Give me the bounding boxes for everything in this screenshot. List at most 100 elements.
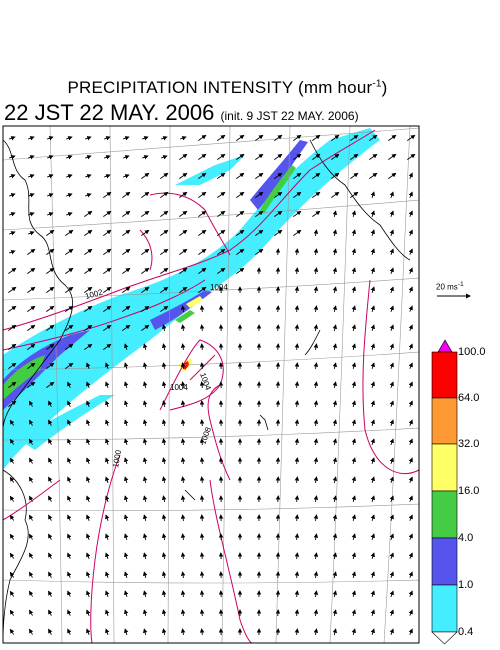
wind-vector [351,609,357,617]
wind-vector [86,514,91,521]
precip-band [3,128,380,470]
wind-vector [180,609,186,617]
wind-vector [370,457,375,464]
colorbar-label: 64.0 [458,392,480,404]
wind-vector [65,305,74,312]
wind-vector [48,476,53,483]
wind-vector [389,609,394,616]
wind-vector [123,155,130,160]
reference-vector-text: 20 ms [436,282,458,292]
wind-vector [105,533,110,540]
wind-vector [160,248,169,255]
wind-vector [161,533,167,541]
wind-vector [408,229,413,236]
wind-vector [103,191,112,198]
colorbar-bin [431,443,458,492]
wind-vector [161,476,167,484]
wind-vector [351,229,357,237]
wind-vector [274,153,283,160]
wind-vector [408,305,413,312]
wind-vector [294,571,300,579]
wind-vector [84,324,93,331]
wind-vector [142,343,148,351]
wind-vector [199,628,205,636]
wind-vector [389,590,394,597]
wind-vector [180,628,186,636]
wind-vector [350,153,359,160]
wind-vector [274,229,283,236]
wind-vector [313,343,319,351]
wind-vector [161,381,167,389]
wind-vector [9,495,15,502]
colorbar-bin [431,490,458,539]
colorbar-label: 32.0 [458,438,480,450]
wind-vector [389,400,394,407]
wind-vector [142,552,148,560]
wind-vector [105,362,110,369]
wind-vector [332,324,338,332]
wind-vector [84,267,93,274]
wind-vector [48,609,53,616]
wind-vector [408,324,413,331]
wind-vector [161,514,167,522]
wind-vector [9,476,15,483]
wind-vector [198,210,207,217]
wind-vector [105,552,110,559]
wind-vector [332,381,338,389]
wind-vector [351,438,357,446]
wind-vector [370,305,375,312]
pressure-label: 1004 [210,283,228,292]
wind-vector [217,172,226,179]
wind-vector [293,229,302,236]
wind-vector [351,457,357,465]
colorbar-bin [431,537,458,586]
wind-vector [27,286,36,293]
wind-vector [47,212,54,217]
wind-vector [67,381,72,388]
wind-vector [67,571,72,578]
wind-vector [48,400,53,407]
wind-vector [408,476,413,483]
wind-vector [255,248,264,255]
wind-vector [105,571,110,578]
wind-vector [27,362,36,369]
wind-vector [86,419,91,426]
wind-vector [46,362,55,369]
wind-vector [180,305,186,313]
wind-vector [331,134,340,141]
wind-vector [236,248,245,255]
wind-vector [160,305,169,312]
wind-vector [179,172,188,179]
wind-vector [370,248,375,255]
wind-vector [84,343,93,350]
wind-vector [9,231,16,236]
wind-vector [389,514,394,521]
wind-vector [9,419,15,426]
wind-vector [161,419,167,427]
wind-vector [199,400,205,408]
wind-vector [67,590,72,597]
wind-vector [124,419,129,427]
wind-vector [389,210,394,217]
wind-vector [294,267,300,275]
wind-vector [180,381,186,389]
wind-vector [351,210,357,218]
wind-vector [142,609,148,617]
wind-vector [294,628,300,636]
wind-vector [85,155,92,160]
wind-vector [67,609,72,616]
wind-vector [86,438,91,445]
wind-vector [408,210,413,217]
wind-vector [217,248,226,255]
wind-vector [179,191,188,198]
pressure-label: 1002 [84,287,104,300]
wind-vector [351,400,357,408]
wind-vector [48,457,53,464]
wind-vector [86,362,91,369]
wind-vector [388,172,397,179]
wind-vector [27,267,36,274]
wind-vector [236,229,245,236]
wind-vector [389,419,394,426]
wind-vector [294,533,300,541]
wind-vector [217,134,226,141]
